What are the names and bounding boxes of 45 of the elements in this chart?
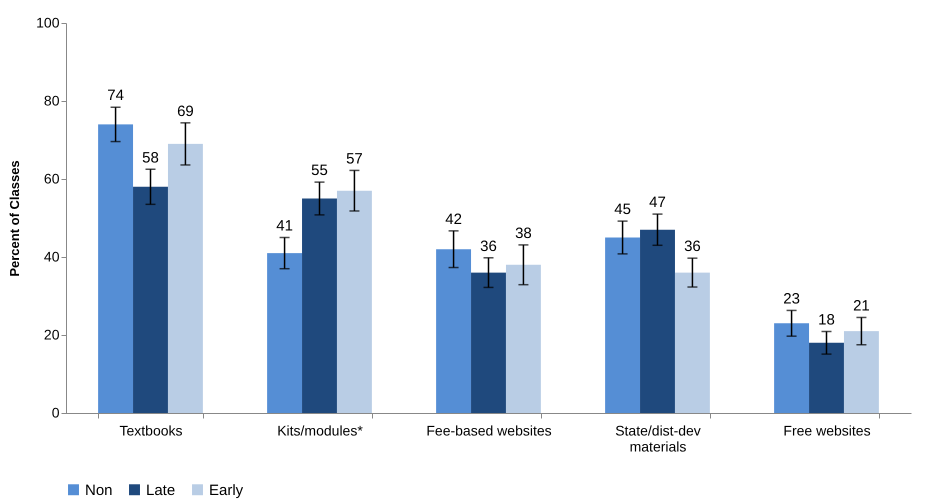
y-tick-label: 20	[44, 326, 60, 342]
bar	[98, 124, 134, 413]
bar	[506, 264, 541, 413]
legend-label: Non	[85, 482, 113, 499]
bar	[774, 323, 810, 413]
data-label: 21	[853, 297, 870, 314]
bar	[133, 186, 168, 413]
data-label: 57	[346, 150, 363, 168]
bar	[674, 272, 710, 413]
data-label: 18	[818, 311, 835, 328]
data-label: 69	[177, 102, 194, 120]
data-label: 58	[142, 149, 159, 166]
x-tick-label: Kits/modules*	[277, 422, 364, 438]
y-tick-label: 60	[44, 170, 60, 186]
bar	[336, 190, 372, 413]
legend-label: Late	[146, 482, 176, 499]
data-label: 42	[445, 210, 462, 228]
data-label: 41	[276, 218, 293, 234]
y-tick-label: 40	[44, 248, 60, 264]
data-label: 23	[783, 290, 800, 308]
y-tick-label: 80	[44, 92, 60, 108]
data-label: 36	[480, 238, 497, 255]
data-label: 45	[614, 201, 631, 218]
x-tick-label: Fee-based websites	[426, 422, 552, 438]
y-tick-label: 0	[52, 404, 60, 420]
data-label: 47	[649, 194, 666, 212]
bar	[471, 272, 506, 413]
bar	[302, 198, 337, 413]
data-label: 55	[311, 162, 328, 180]
x-tick-label: Free websites	[783, 422, 871, 438]
y-axis-title: Percent of Classes	[7, 160, 22, 277]
bar	[640, 230, 675, 413]
bar	[168, 144, 203, 413]
data-label: 36	[684, 238, 701, 256]
y-tick-label: 100	[36, 14, 60, 30]
data-label: 38	[515, 224, 532, 242]
bar	[809, 342, 844, 413]
x-tick-label: State/dist-dev materials	[615, 422, 701, 454]
bar	[844, 331, 879, 413]
data-label: 74	[107, 87, 124, 104]
bar	[267, 253, 302, 413]
x-tick-label: Textbooks	[119, 422, 183, 438]
legend-label: Early	[209, 482, 244, 499]
bar	[605, 238, 640, 413]
bar	[436, 249, 472, 413]
